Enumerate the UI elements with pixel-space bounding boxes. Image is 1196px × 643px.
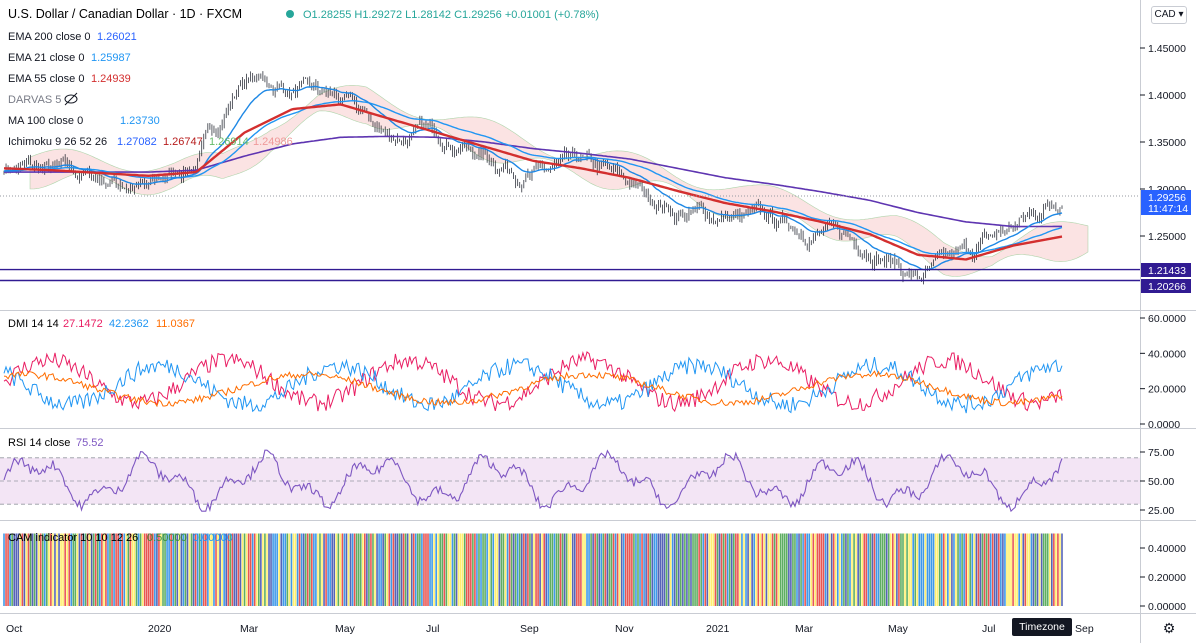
indicator-value: 1.24939 — [91, 73, 131, 85]
dmi-tick-label: 60.0000 — [1148, 313, 1186, 325]
cam-tick-label: 0.20000 — [1148, 572, 1186, 584]
price-pane — [0, 71, 1140, 285]
ema-200-line — [4, 135, 1062, 228]
cam-axis: 0.40000 0.20000 0.00000 — [1140, 543, 1186, 613]
rsi-line — [3, 449, 1063, 513]
dmi-minus-line — [3, 356, 1063, 414]
hidden-eye-icon[interactable] — [64, 92, 78, 106]
indicator-legend: EMA 200 close 0 1.26021 EMA 21 close 0 1… — [8, 31, 293, 148]
level-badge-2 — [1141, 279, 1191, 293]
ichimoku-cloud — [29, 85, 1089, 277]
indicator-label[interactable]: EMA 21 close 0 — [8, 52, 84, 64]
cam-value-2: 0.00000 — [193, 532, 233, 544]
indicator-label[interactable]: MA 100 close 0 — [8, 115, 83, 127]
timezone-badge[interactable]: Timezone — [1012, 618, 1072, 636]
time-tick-label: Sep — [1075, 623, 1094, 635]
time-tick-label: Jul — [426, 623, 439, 635]
cam-value-1: 0.50000 — [147, 532, 187, 544]
ohlc-readout: O1.28255 H1.29272 L1.28142 C1.29256 +0.0… — [303, 9, 599, 21]
ichimoku-value: 1.26747 — [163, 136, 203, 148]
price-tick-label: 1.35000 — [1148, 137, 1186, 149]
level-label-2: 1.20266 — [1148, 281, 1186, 293]
dmi-tick-label: 20.0000 — [1148, 384, 1186, 396]
level-label-1: 1.21433 — [1148, 265, 1186, 277]
indicator-value: 1.23730 — [120, 115, 160, 127]
dmi-tick-label: 0.0000 — [1148, 419, 1180, 431]
time-tick-label: May — [888, 623, 909, 635]
dmi-pane — [3, 350, 1063, 414]
last-price-badge — [1141, 190, 1191, 215]
indicator-value: 1.26021 — [97, 31, 137, 43]
ema-55-line — [3, 103, 1063, 261]
price-tick-label: 1.40000 — [1148, 90, 1186, 102]
time-tick-label: Sep — [520, 623, 539, 635]
cam-label[interactable]: CAM indicator 10 10 12 26 — [8, 532, 138, 544]
time-tick-label: 2020 — [148, 623, 172, 635]
indicator-value: 1.25987 — [91, 52, 131, 64]
level-badge-1 — [1141, 263, 1191, 277]
rsi-tick-label: 75.00 — [1148, 447, 1174, 459]
ichimoku-value: 1.27082 — [117, 136, 157, 148]
rsi-label[interactable]: RSI 14 close — [8, 437, 70, 449]
ichimoku-label[interactable]: Ichimoku 9 26 52 26 — [8, 136, 107, 148]
time-tick-label: May — [335, 623, 356, 635]
gear-icon[interactable]: ⚙ — [1162, 620, 1176, 636]
rsi-axis: 75.00 50.00 25.00 — [1140, 447, 1174, 517]
time-tick-label: Nov — [615, 623, 634, 635]
dmi-tick-label: 40.0000 — [1148, 348, 1186, 360]
dmi-value-minus: 42.2362 — [109, 318, 149, 330]
dmi-value-adx: 11.0367 — [156, 318, 195, 330]
countdown-label: 11:47:14 — [1148, 203, 1188, 215]
dmi-label[interactable]: DMI 14 14 — [8, 318, 59, 330]
symbol-title[interactable]: U.S. Dollar / Canadian Dollar · 1D · FXC… — [8, 7, 242, 21]
time-tick-label: Jul — [982, 623, 995, 635]
indicator-label[interactable]: EMA 55 close 0 — [8, 73, 84, 85]
time-tick-label: 2021 — [706, 623, 730, 635]
market-status-icon — [286, 10, 294, 18]
time-tick-label: Oct — [6, 623, 22, 635]
ema-21-line — [3, 85, 1063, 271]
dmi-value-plus: 27.1472 — [63, 318, 103, 330]
indicator-label[interactable]: DARVAS 5 — [8, 94, 61, 106]
indicator-label[interactable]: EMA 200 close 0 — [8, 31, 91, 43]
ichimoku-value: 1.26914 — [209, 136, 249, 148]
currency-label: CAD — [1154, 9, 1176, 20]
cam-tick-label: 0.40000 — [1148, 543, 1186, 555]
rsi-tick-label: 25.00 — [1148, 505, 1174, 517]
time-axis: Oct 2020 Mar May Jul Sep Nov 2021 Mar May Jul Sep — [6, 623, 1094, 635]
rsi-tick-label: 50.00 — [1148, 476, 1174, 488]
dmi-plus-line — [3, 350, 1063, 413]
price-tick-label: 1.25000 — [1148, 231, 1186, 243]
rsi-value: 75.52 — [76, 437, 104, 449]
dmi-axis: 60.0000 40.0000 20.0000 0.0000 — [1140, 313, 1186, 431]
adx-line — [3, 370, 1063, 408]
time-tick-label: Mar — [240, 623, 259, 635]
last-price-label: 1.29256 — [1148, 192, 1186, 204]
ichimoku-value: 1.24986 — [253, 136, 293, 148]
time-tick-label: Mar — [795, 623, 814, 635]
price-tick-label: 1.45000 — [1148, 43, 1186, 55]
cam-tick-label: 0.00000 — [1148, 601, 1186, 613]
rsi-pane — [0, 449, 1140, 513]
currency-selector[interactable]: CAD ▾ — [1151, 6, 1187, 24]
chevron-down-icon: ▾ — [1178, 9, 1184, 20]
cam-pane — [3, 533, 1063, 606]
